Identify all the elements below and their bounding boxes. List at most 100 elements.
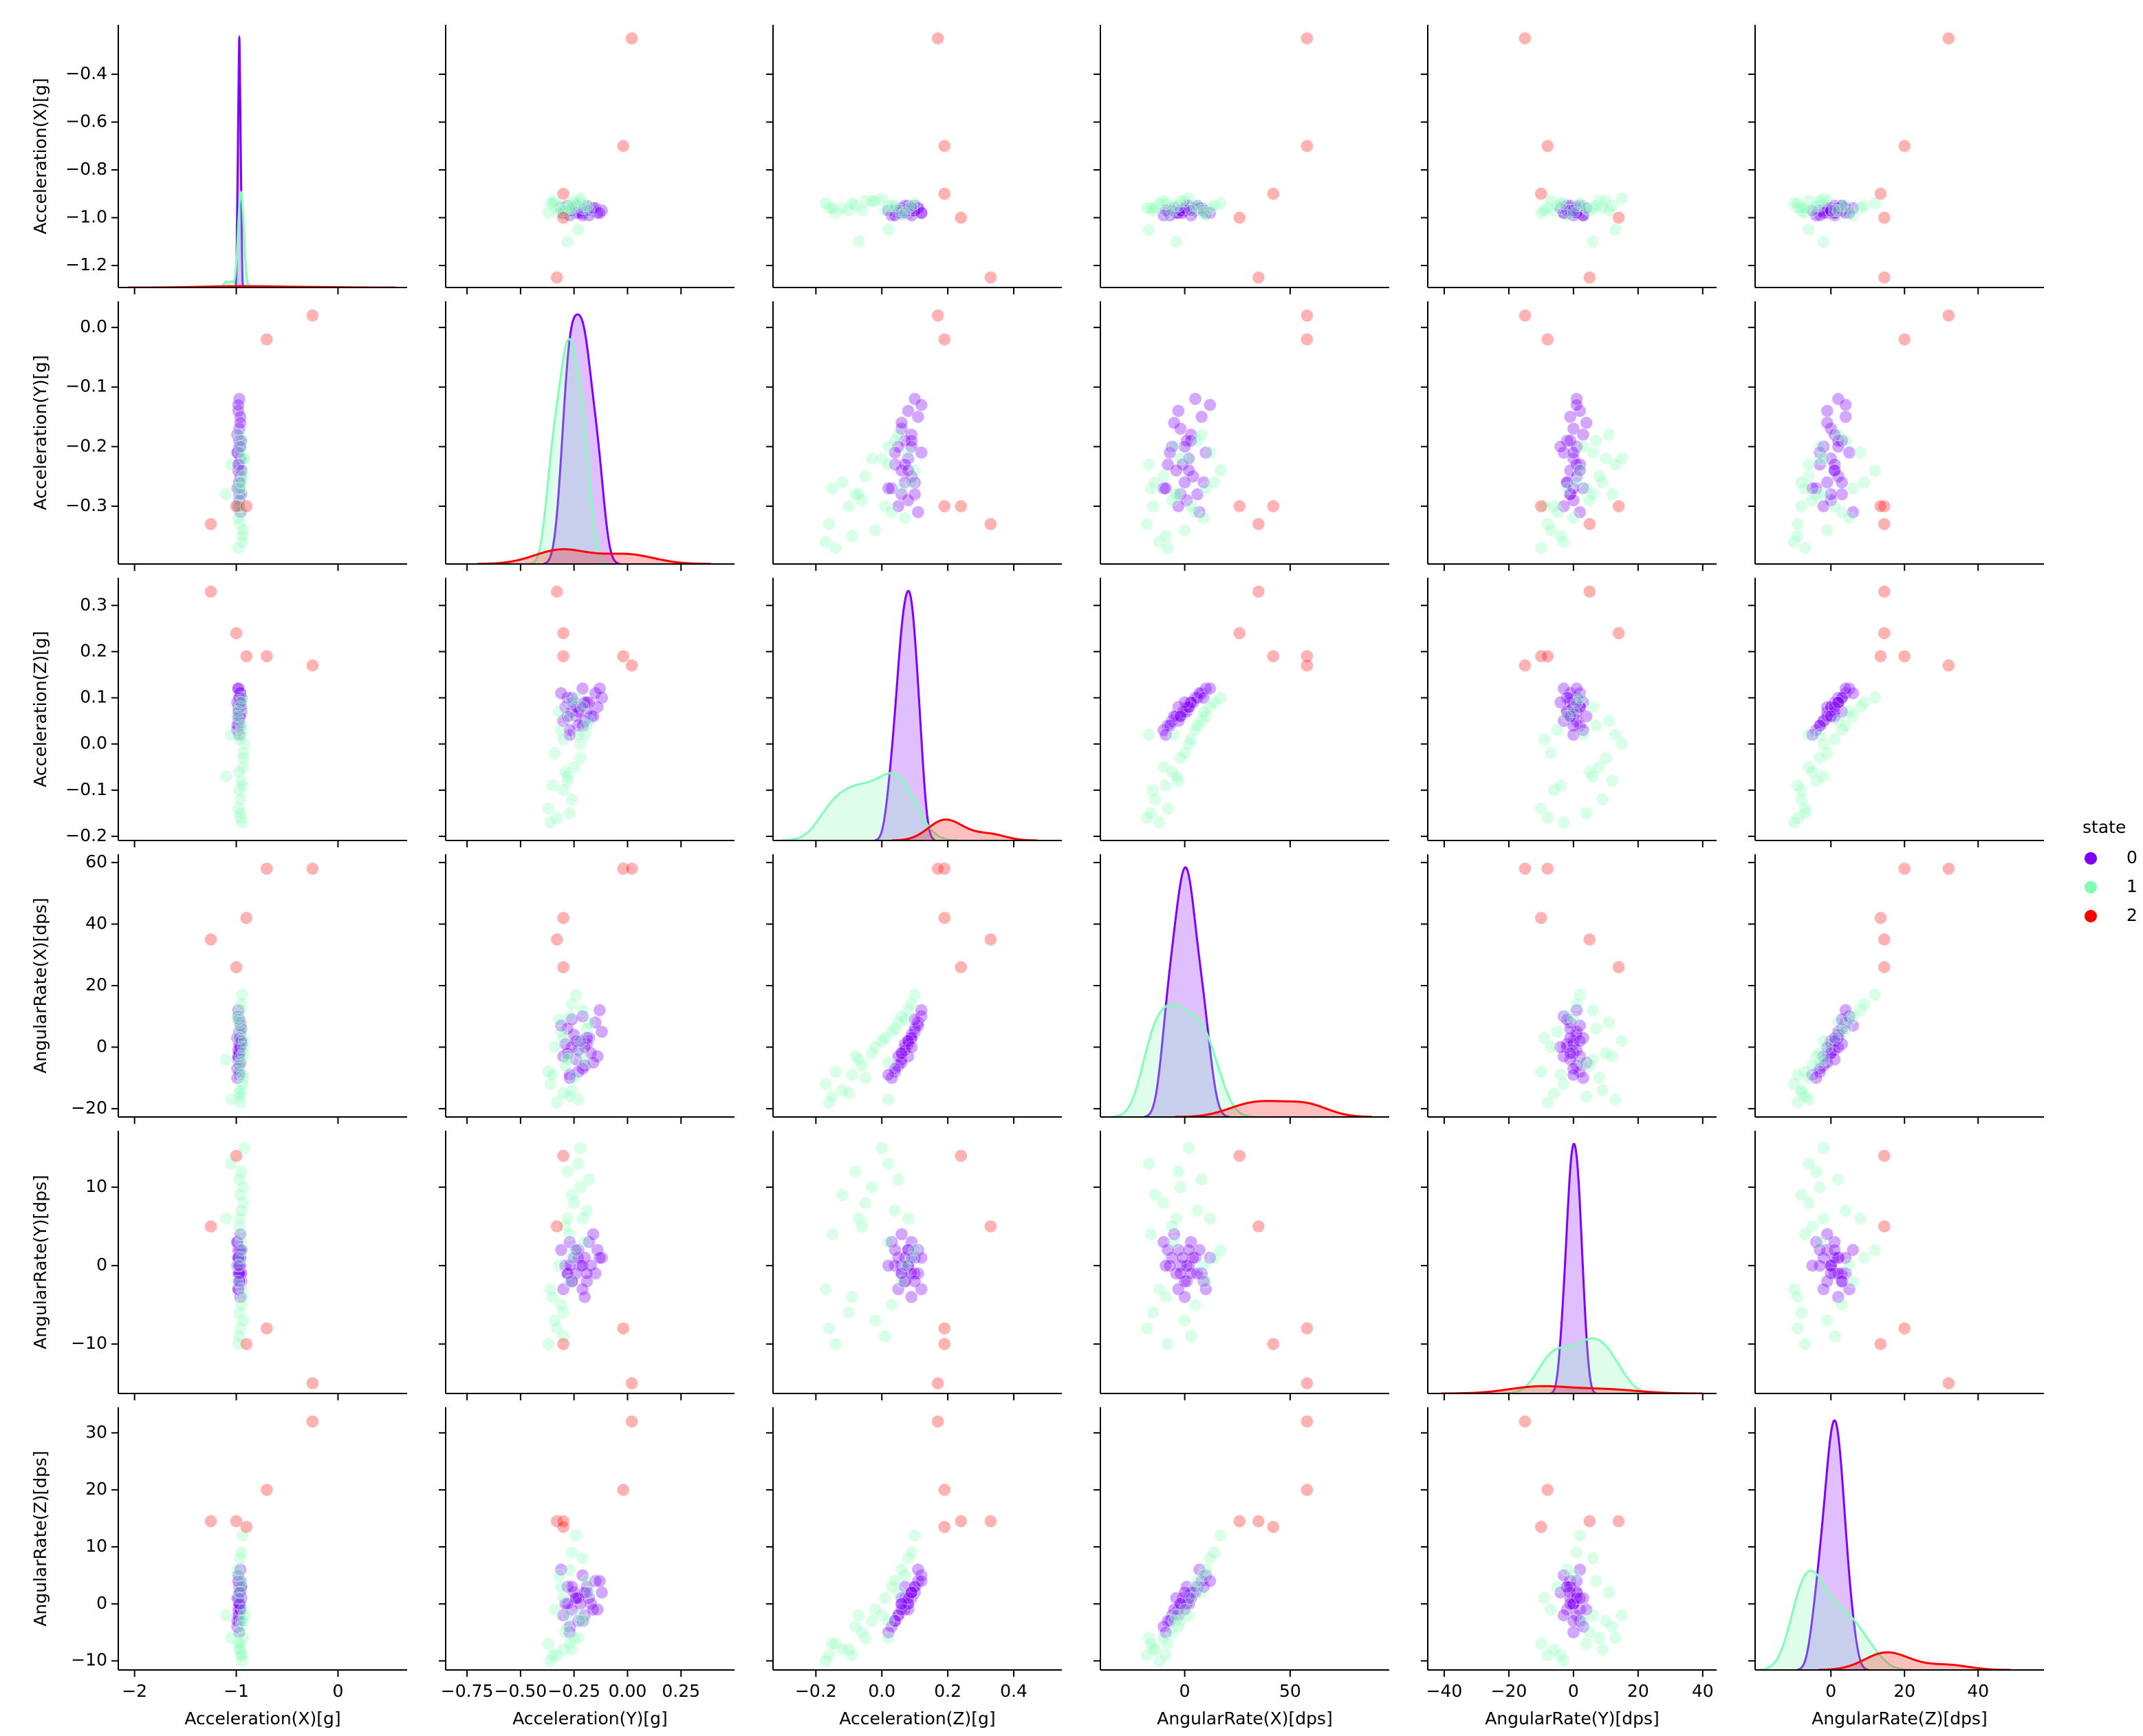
point: [1161, 802, 1175, 816]
point: [1835, 1037, 1849, 1051]
point: [563, 1637, 576, 1651]
point: [1214, 1528, 1228, 1542]
point: [1813, 199, 1827, 213]
panel: [1140, 32, 1314, 284]
point: [576, 1259, 589, 1272]
point: [829, 1065, 842, 1078]
point: [230, 1563, 244, 1576]
point: [908, 1025, 922, 1039]
point: [1563, 199, 1577, 213]
point: [591, 1050, 605, 1063]
point: [1787, 1282, 1801, 1296]
point: [888, 446, 902, 459]
point: [891, 428, 905, 442]
y-tick-label: 60: [85, 851, 107, 871]
point: [232, 440, 246, 453]
point: [1835, 724, 1849, 737]
point: [911, 1019, 925, 1032]
y-axis-label: AngularRate(X)[dps]: [30, 898, 50, 1073]
point: [237, 1631, 250, 1645]
point: [1570, 997, 1584, 1011]
point: [1557, 1568, 1571, 1582]
point: [1794, 204, 1808, 217]
point: [237, 1614, 250, 1628]
point: [1142, 223, 1156, 237]
point: [1560, 705, 1574, 719]
point: [1809, 1071, 1823, 1085]
point: [232, 1068, 246, 1082]
point: [865, 1180, 879, 1194]
point: [219, 1212, 233, 1226]
point: [204, 933, 218, 946]
point: [1193, 686, 1206, 700]
point: [550, 1219, 564, 1233]
point: [232, 1050, 246, 1063]
point: [1560, 1603, 1574, 1616]
point: [931, 1415, 945, 1429]
point: [1252, 1219, 1265, 1233]
point: [904, 997, 918, 1011]
point: [1266, 1520, 1280, 1534]
point: [1167, 728, 1181, 741]
point: [904, 208, 918, 222]
point: [561, 1267, 574, 1281]
point: [1794, 1306, 1808, 1320]
point: [888, 1574, 902, 1588]
point: [875, 1141, 889, 1155]
point: [1157, 470, 1171, 484]
point: [852, 1212, 866, 1226]
point: [1199, 682, 1212, 695]
point: [1824, 1267, 1838, 1281]
point: [1605, 199, 1619, 213]
point: [232, 1010, 246, 1023]
point: [1188, 691, 1202, 705]
point: [904, 1585, 918, 1599]
point: [1567, 1068, 1580, 1082]
point: [858, 1196, 872, 1210]
point: [578, 1040, 591, 1054]
point: [1820, 705, 1834, 719]
point: [237, 737, 251, 751]
point: [232, 1003, 246, 1017]
point: [556, 1149, 570, 1162]
point: [1794, 499, 1808, 513]
point: [235, 1077, 249, 1091]
x-tick-label: 40: [1692, 1681, 1714, 1701]
point: [1159, 481, 1173, 495]
point: [882, 1259, 895, 1272]
point: [849, 1620, 862, 1634]
point: [1570, 1043, 1584, 1057]
point: [554, 1298, 568, 1312]
panel: [819, 1141, 997, 1390]
point: [233, 1212, 247, 1226]
point: [1802, 760, 1816, 774]
point: [1567, 700, 1580, 714]
point: [235, 464, 248, 477]
point: [1820, 1314, 1834, 1327]
kde-line: [1174, 1100, 1372, 1117]
point: [825, 202, 839, 215]
point: [1570, 475, 1584, 489]
point: [895, 1603, 909, 1616]
point: [232, 1267, 246, 1281]
point: [1182, 1259, 1196, 1272]
point: [1157, 194, 1171, 208]
point: [1203, 682, 1217, 695]
point: [576, 1010, 589, 1023]
point: [1813, 446, 1827, 459]
point: [574, 1034, 587, 1048]
point: [561, 235, 574, 248]
point: [305, 309, 319, 323]
panel: [1518, 585, 1629, 829]
point: [1199, 1563, 1212, 1576]
point: [1794, 1083, 1808, 1097]
point: [845, 529, 859, 543]
point: [1557, 1077, 1571, 1091]
point: [233, 695, 247, 709]
point: [1144, 1228, 1158, 1241]
point: [1169, 1267, 1183, 1281]
point: [1188, 1251, 1202, 1265]
point: [937, 1321, 951, 1335]
point: [1609, 1631, 1622, 1645]
point: [882, 1157, 895, 1171]
